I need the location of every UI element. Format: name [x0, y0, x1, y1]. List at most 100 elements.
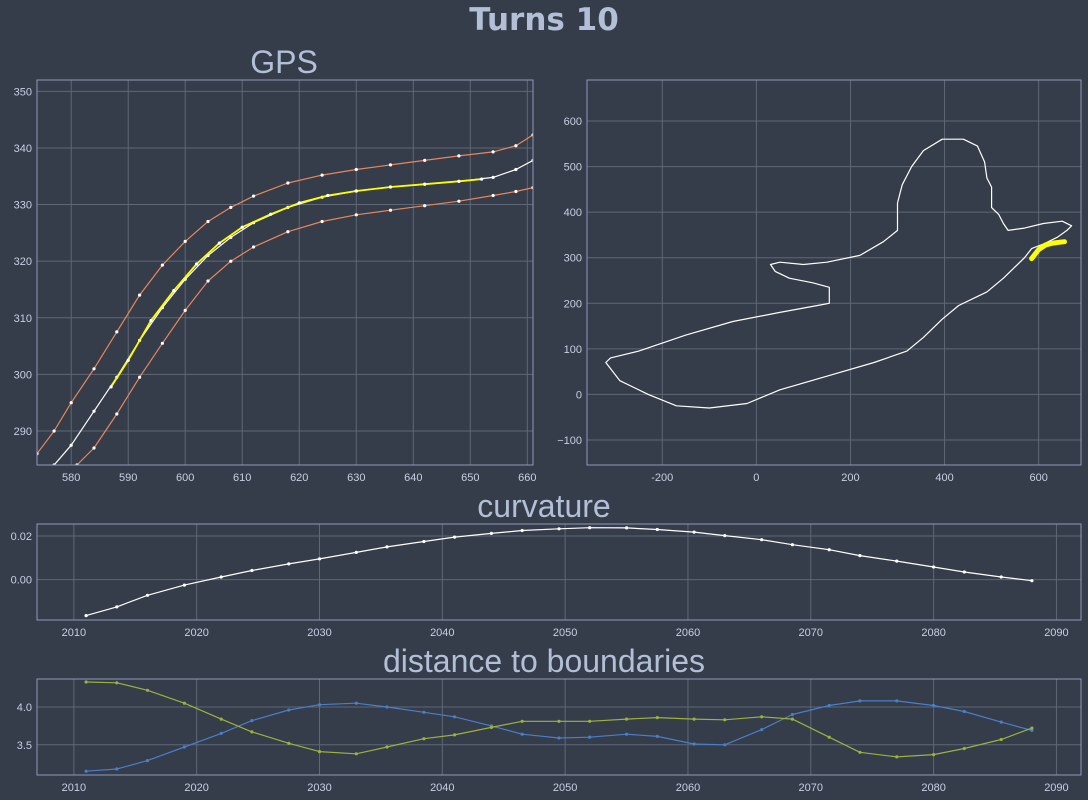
distance-y-tick-label: 3.5	[17, 740, 32, 752]
gps-y-tick-label: 340	[14, 143, 32, 155]
gps-right-boundary-point	[229, 259, 233, 263]
distance-series-1-point	[625, 717, 629, 721]
curvature-series-0-point	[145, 593, 150, 597]
distance-series-0-point	[422, 710, 426, 714]
distance-series-1-point	[760, 715, 764, 719]
track-x-tick-label: 0	[753, 472, 759, 484]
distance-series-0-point	[895, 699, 899, 703]
gps-highlighted-section-point	[457, 179, 461, 183]
gps-right-boundary-point	[388, 208, 393, 212]
gps-right-boundary-point	[92, 446, 96, 450]
distance-series-1-point	[84, 680, 88, 684]
figure-title: Turns 10	[469, 2, 619, 38]
track-y-tick-label: −100	[557, 435, 582, 447]
track-x-tick-label: 200	[841, 472, 859, 484]
distance-series-0-point	[827, 703, 831, 708]
gps-right-boundary-point	[138, 375, 142, 379]
gps-highlighted-section-point	[480, 177, 484, 181]
distance-series-1-point	[1030, 726, 1034, 730]
gps-left-boundary-point	[160, 263, 164, 267]
gps-left-boundary-point	[491, 150, 495, 154]
distance-series-0-point	[287, 708, 291, 712]
gps-right-boundary-point	[206, 279, 210, 283]
track-y-tick-label: 300	[564, 253, 582, 265]
track-track-outline-line	[605, 138, 1073, 409]
track-axes: -200 0 200 400 600 −100 0 100 200 300 400 500 600	[557, 79, 1082, 484]
gps-x-tick-label: 580	[62, 472, 80, 484]
gps-left-boundary-point	[92, 367, 96, 371]
gps-highlighted-section-point	[240, 225, 244, 229]
distance-series-0-point	[692, 742, 696, 746]
curvature-x-tick-label: 2040	[430, 627, 454, 639]
curvature-series-0-point	[1030, 579, 1034, 583]
curvature-series-0-point	[354, 550, 358, 555]
track-y-tick-label: 500	[564, 162, 582, 174]
curvature-series-0-point	[790, 543, 795, 547]
distance-series-1-point	[588, 719, 592, 723]
gps-highlighted-section-point	[217, 241, 221, 245]
track-y-tick-label: 400	[564, 207, 582, 219]
gps-highlighted-section-point	[172, 289, 176, 293]
distance-x-tick-label: 2040	[430, 782, 454, 794]
gps-highlighted-section-point	[354, 189, 358, 193]
curvature-series-0-point	[489, 531, 493, 536]
distance-series-0-point	[760, 728, 764, 732]
distance-series-1-point	[999, 737, 1003, 742]
gps-centerline-point	[514, 167, 518, 172]
curvature-series-0-point	[557, 527, 561, 531]
distance-series-1-point	[895, 755, 899, 759]
gps-axes: 580 590 600 610 620 630 640 650 660 290 300 310 320 3…	[14, 79, 536, 484]
gps-y-tick-label: 300	[14, 369, 32, 381]
gps-right-boundary-point	[115, 412, 119, 416]
distance-x-tick-label: 2060	[676, 782, 700, 794]
curvature-series-0-point	[520, 528, 524, 533]
curvature-series-0-point	[250, 568, 254, 573]
distance-series-1-point	[182, 701, 186, 705]
gps-left-boundary-line	[37, 134, 533, 455]
gps-y-tick-label: 330	[14, 200, 32, 212]
curvature-x-tick-label: 2090	[1044, 627, 1068, 639]
distance-series-1-point	[145, 688, 150, 692]
curvature-series-0-point	[895, 559, 899, 563]
distance-series-1-point	[858, 750, 862, 754]
curvature-y-tick-label: 0.00	[11, 575, 32, 587]
distance-series-1-point	[827, 735, 831, 739]
distance-x-tick-label: 2010	[62, 782, 86, 794]
gps-left-boundary-point	[115, 330, 119, 334]
distance-series-1-point	[115, 681, 119, 685]
gps-right-boundary-point	[252, 245, 256, 249]
distance-axes: 2010 2020 2030 2040 2050 2060 2070 2080 2090 3.5 4…	[17, 678, 1082, 794]
curvature-series-0-point	[453, 535, 457, 539]
gps-title: GPS	[250, 44, 318, 80]
distance-series-1-point	[453, 733, 457, 737]
curvature-x-tick-label: 2070	[799, 627, 823, 639]
gps-highlighted-section-point	[297, 201, 301, 205]
gps-right-boundary-point	[514, 189, 518, 194]
track-x-tick-label: 400	[935, 472, 953, 484]
gps-left-boundary-point	[206, 219, 210, 224]
gps-left-boundary-point	[354, 167, 358, 172]
distance-series-0-point	[250, 719, 254, 723]
distance-series-0-point	[385, 705, 389, 709]
distance-series-0-point	[655, 734, 659, 739]
curvature-x-tick-label: 2030	[307, 627, 331, 639]
gps-highlighted-section-line	[110, 178, 483, 388]
gps-right-boundary-point	[354, 213, 358, 217]
gps-x-tick-label: 640	[404, 472, 422, 484]
gps-right-boundary-point	[160, 341, 164, 345]
gps-y-tick-label: 310	[14, 313, 32, 325]
gps-y-tick-label: 350	[14, 86, 32, 98]
distance-series-1-point	[962, 746, 966, 751]
gps-highlighted-section-point	[195, 262, 199, 266]
gps-highlighted-section-point	[149, 319, 153, 323]
gps-centerline-point	[92, 409, 96, 413]
curvature-series-0-point	[827, 548, 831, 552]
distance-series-0-point	[932, 703, 936, 708]
curvature-series-0-point	[932, 565, 936, 569]
distance-series-0-point	[962, 709, 966, 714]
gps-left-boundary-point	[388, 163, 393, 167]
curvature-series-0-point	[692, 530, 696, 534]
curvature-series-0-point	[287, 562, 291, 566]
distance-series-0-point	[557, 736, 561, 740]
